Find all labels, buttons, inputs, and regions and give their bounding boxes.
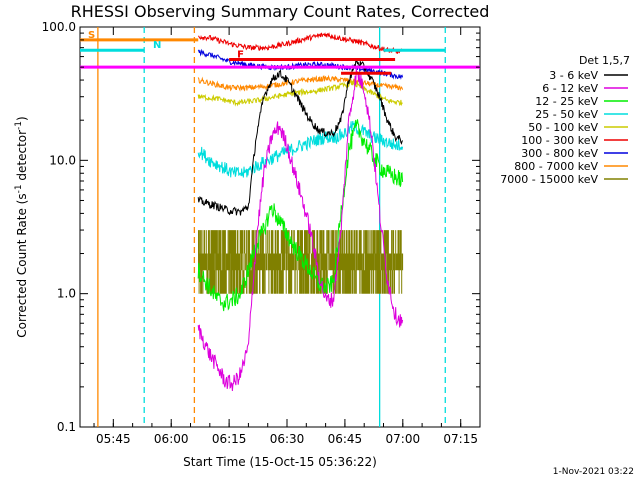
legend-label: 3 - 6 keV — [549, 69, 598, 82]
y-tick-label: 10.0 — [49, 153, 76, 167]
legend-label: 50 - 100 keV — [528, 121, 598, 134]
legend-label: 12 - 25 keV — [535, 95, 598, 108]
legend-label: 100 - 300 keV — [521, 134, 598, 147]
legend-label: 25 - 50 keV — [535, 108, 598, 121]
y-tick-label: 0.1 — [57, 420, 76, 434]
series-50-100-kev — [197, 79, 403, 107]
flag-label-s: S — [88, 30, 95, 41]
x-tick-label: 07:00 — [386, 432, 421, 446]
footer-date: 1-Nov-2021 03:22 — [553, 467, 634, 477]
y-tick-label: 1.0 — [57, 287, 76, 301]
series-800-7000-kev — [197, 74, 404, 92]
x-tick-label: 06:00 — [154, 432, 189, 446]
ticks-layer: 05:45 06:00 06:15 06:30 06:45 07:00 07:15 0.1 1.… — [42, 20, 481, 446]
y-tick-label: 100.0 — [42, 20, 76, 34]
legend-label: 6 - 12 keV — [542, 82, 598, 95]
series-6-12-kev — [197, 68, 404, 392]
legend-title: Det 1,5,7 — [579, 54, 630, 67]
plot-frame — [79, 26, 481, 428]
x-axis-label: Start Time (15-Oct-15 05:36:22) — [183, 455, 377, 469]
x-tick-label: 06:45 — [328, 432, 363, 446]
series-100-300-kev — [198, 32, 403, 55]
x-tick-label: 05:45 — [96, 432, 131, 446]
flag-label-n: N — [153, 40, 161, 51]
series-300-800-kev — [197, 48, 404, 80]
y-axis-label: Corrected Count Rate (s-1 detector-1) — [14, 116, 29, 337]
x-tick-label: 06:15 — [212, 432, 247, 446]
chart-title: RHESSI Observing Summary Count Rates, Co… — [71, 2, 490, 21]
x-tick-label: 07:15 — [443, 432, 478, 446]
series-layer: S N F — [80, 30, 480, 392]
series-12-25-kev — [197, 119, 404, 312]
series-7000-15000-kev — [198, 230, 404, 294]
series-3-6-kev — [197, 59, 404, 216]
flag-label-f: F — [237, 50, 244, 61]
legend-label: 800 - 7000 keV — [514, 160, 598, 173]
x-tick-label: 06:30 — [270, 432, 305, 446]
series-25-50-kev — [197, 121, 404, 178]
legend-label: 7000 - 15000 keV — [500, 173, 598, 186]
legend-label: 300 - 800 keV — [521, 147, 598, 160]
